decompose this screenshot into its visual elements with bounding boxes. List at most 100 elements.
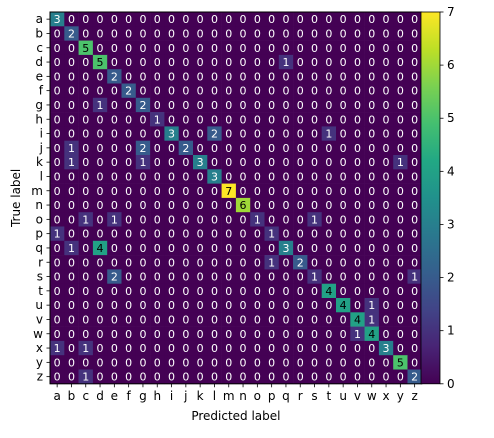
heatmap-cell [393, 54, 408, 70]
heatmap-cell [293, 183, 308, 199]
cell-value-label: 0 [254, 70, 261, 83]
cell-value-label: 2 [139, 99, 146, 112]
cell-value-label: 0 [397, 328, 404, 341]
heatmap-cell [178, 126, 194, 141]
cell-value-label: 0 [397, 342, 404, 355]
heatmap-cell [92, 255, 108, 270]
cell-value-label: 0 [82, 142, 89, 155]
heatmap-cell [164, 112, 179, 127]
heatmap-cell [135, 97, 151, 113]
cell-value-label: 0 [282, 256, 289, 269]
cell-value-label: 0 [268, 142, 275, 155]
heatmap-cell [307, 126, 322, 141]
heatmap-cell [336, 183, 351, 199]
cell-value-label: 0 [139, 185, 146, 198]
heatmap-cell [235, 298, 251, 313]
heatmap-cell [307, 12, 322, 27]
cell-value-label: 1 [397, 156, 404, 169]
heatmap-cell [193, 12, 208, 27]
cell-value-label: 0 [182, 156, 189, 169]
cell-value-label: 0 [311, 313, 318, 326]
heatmap-cell [78, 197, 94, 213]
y-tick-label: l [40, 169, 43, 183]
heatmap-cell [278, 12, 294, 27]
cell-value-label: 0 [168, 170, 175, 183]
cell-value-label: 0 [340, 70, 347, 83]
heatmap-cell [178, 140, 194, 156]
cell-value-label: 0 [340, 170, 347, 183]
cell-value-label: 0 [254, 299, 261, 312]
heatmap-cell [164, 212, 179, 227]
heatmap-cell [293, 169, 308, 184]
x-tick-label: h [153, 389, 161, 403]
cell-value-label: 0 [268, 99, 275, 112]
cell-value-label: 0 [154, 27, 161, 40]
heatmap-cell [278, 255, 294, 270]
cell-value-label: 0 [111, 185, 118, 198]
cell-value-label: 0 [82, 228, 89, 241]
cell-value-label: 0 [383, 99, 390, 112]
cell-value-label: 0 [168, 56, 175, 69]
heatmap-cell [278, 112, 294, 127]
heatmap-cell [207, 283, 222, 299]
cell-value-label: 0 [383, 228, 390, 241]
heatmap-cell [121, 197, 137, 213]
cell-value-label: 0 [68, 128, 75, 141]
heatmap-cell [407, 298, 423, 313]
heatmap-cell [350, 54, 365, 70]
cell-value-label: 0 [368, 242, 375, 255]
heatmap-cell [278, 269, 294, 284]
cell-value-label: 0 [97, 185, 104, 198]
heatmap-cell [364, 298, 380, 313]
heatmap-cell [164, 283, 179, 299]
heatmap-cell [264, 126, 280, 141]
cell-value-label: 0 [68, 342, 75, 355]
cell-value-label: 0 [311, 299, 318, 312]
heatmap-cell [50, 169, 65, 184]
heatmap-cell [307, 112, 322, 127]
cell-value-label: 0 [368, 99, 375, 112]
heatmap-cell [250, 269, 265, 284]
cell-value-label: 0 [125, 185, 132, 198]
cell-value-label: 0 [82, 170, 89, 183]
heatmap-cell [92, 40, 108, 56]
cell-value-label: 0 [297, 242, 304, 255]
cell-value-label: 0 [411, 70, 418, 83]
heatmap-cell [221, 26, 237, 41]
heatmap-cell [135, 212, 151, 227]
colorbar-tick-label: 3 [447, 217, 455, 231]
cell-value-label: 2 [125, 85, 132, 98]
heatmap-cell [293, 126, 308, 141]
heatmap-cell [293, 112, 308, 127]
cell-value-label: 0 [182, 199, 189, 212]
heatmap-cell [250, 97, 265, 113]
heatmap-cell [321, 240, 337, 256]
cell-value-label: 0 [211, 371, 218, 384]
cell-value-label: 0 [411, 199, 418, 212]
cell-value-label: 0 [211, 13, 218, 26]
cell-value-label: 0 [340, 356, 347, 369]
heatmap-cell [150, 355, 165, 370]
cell-value-label: 0 [168, 213, 175, 226]
cell-value-label: 2 [182, 142, 189, 155]
heatmap-cell [378, 69, 394, 84]
heatmap-cell [235, 40, 251, 56]
cell-value-label: 0 [340, 56, 347, 69]
heatmap-cell [350, 197, 365, 213]
heatmap-cell [336, 112, 351, 127]
heatmap-cell [250, 326, 265, 342]
cell-value-label: 1 [54, 228, 61, 241]
heatmap-cell [250, 26, 265, 41]
heatmap-cell [121, 140, 137, 156]
heatmap-cell [407, 369, 423, 385]
heatmap-cell [193, 112, 208, 127]
heatmap-cell [336, 140, 351, 156]
heatmap-cell [193, 326, 208, 342]
cell-value-label: 0 [325, 185, 332, 198]
cell-value-label: 0 [368, 142, 375, 155]
cell-value-label: 0 [139, 356, 146, 369]
heatmap-cell [50, 298, 65, 313]
heatmap-cell [164, 298, 179, 313]
heatmap-cell [235, 97, 251, 113]
heatmap-cell [250, 169, 265, 184]
